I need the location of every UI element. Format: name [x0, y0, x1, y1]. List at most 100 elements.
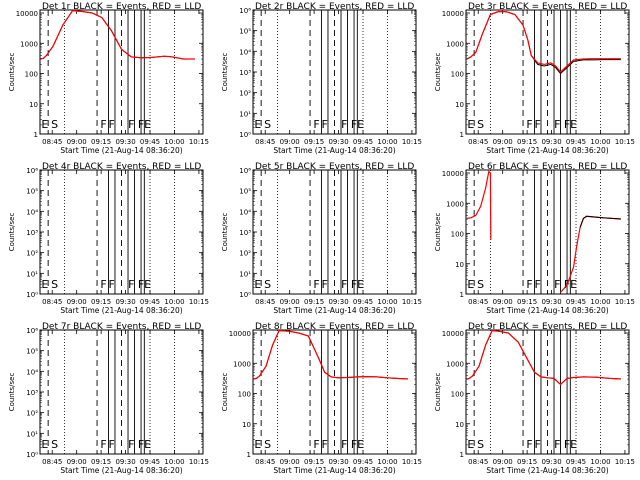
- y-tick-label: 10²: [26, 250, 38, 258]
- event-flag: E: [254, 278, 261, 291]
- y-tick-label: 10⁰: [26, 291, 38, 299]
- y-tick-label: 10⁰: [239, 131, 251, 139]
- y-tick-label: 10²: [239, 90, 251, 98]
- y-tick-label: 10: [455, 101, 464, 109]
- x-tick-label: 09:45: [566, 458, 586, 466]
- x-tick-label: 09:15: [304, 298, 324, 306]
- x-tick-label: 09:45: [353, 138, 373, 146]
- event-flag: E: [357, 438, 364, 451]
- x-tick-label: 09:00: [280, 458, 300, 466]
- event-flag: F: [554, 438, 560, 451]
- x-tick-label: 09:30: [541, 138, 561, 146]
- event-flag: E: [254, 118, 261, 131]
- y-tick-label: 10: [29, 101, 38, 109]
- y-tick-label: 10000: [442, 330, 464, 338]
- event-flag: F: [313, 438, 319, 451]
- event-flag: F: [341, 438, 347, 451]
- x-tick-label: 09:30: [328, 458, 348, 466]
- y-tick-label: 10⁵: [239, 188, 251, 196]
- event-flag: E: [41, 438, 48, 451]
- event-flag: F: [138, 118, 144, 131]
- series-line-lld: [253, 330, 408, 380]
- detector-panel-9: Det 9r BLACK = Events, RED = LLD 1 10 100 10…: [434, 322, 635, 475]
- x-tick-label: 09:30: [115, 458, 135, 466]
- y-axis-label: Counts/sec: [434, 213, 442, 252]
- x-tick-label: 09:15: [91, 298, 111, 306]
- event-flag: E: [144, 118, 151, 131]
- panel-title: Det 1r BLACK = Events, RED = LLD: [42, 2, 201, 12]
- event-flag: F: [535, 438, 541, 451]
- event-flag: F: [554, 118, 560, 131]
- x-tick-label: 10:00: [164, 298, 184, 306]
- x-tick-label: 08:45: [255, 298, 275, 306]
- detector-panel-4: Det 4r BLACK = Events, RED = LLD 10⁰ 10¹ 10…: [8, 162, 209, 315]
- series-line-events: [466, 330, 621, 386]
- event-flag: F: [341, 278, 347, 291]
- event-flag: S: [264, 118, 271, 131]
- x-tick-label: 10:00: [590, 458, 610, 466]
- x-tick-label: 09:45: [566, 298, 586, 306]
- x-tick-label: 08:45: [42, 138, 62, 146]
- y-tick-label: 1000: [446, 40, 464, 48]
- y-tick-label: 10³: [239, 69, 251, 77]
- x-tick-label: 10:00: [590, 298, 610, 306]
- x-tick-label: 10:15: [402, 458, 422, 466]
- x-tick-label: 10:00: [377, 298, 397, 306]
- series-line-events: [253, 330, 408, 380]
- x-axis-label: Start Time (21-Aug-14 08:36:20): [486, 146, 608, 155]
- x-tick-label: 10:15: [189, 458, 209, 466]
- x-tick-label: 10:15: [402, 298, 422, 306]
- x-tick-label: 10:00: [590, 138, 610, 146]
- y-tick-label: 10⁴: [239, 48, 251, 56]
- y-tick-label: 10⁴: [26, 368, 38, 376]
- event-flag: S: [477, 278, 484, 291]
- series-line-events: [40, 10, 195, 60]
- y-tick-label: 10⁵: [239, 28, 251, 36]
- x-tick-label: 08:45: [42, 458, 62, 466]
- event-flag: S: [264, 438, 271, 451]
- x-tick-label: 10:00: [377, 138, 397, 146]
- event-flag: F: [535, 118, 541, 131]
- y-tick-label: 10⁰: [26, 451, 38, 459]
- event-flag: S: [477, 118, 484, 131]
- y-tick-label: 10⁴: [239, 208, 251, 216]
- detector-panel-8: Det 8r BLACK = Events, RED = LLD 1 10 100 10…: [221, 322, 422, 475]
- event-flag: F: [313, 118, 319, 131]
- x-tick-label: 10:15: [615, 458, 635, 466]
- event-flag: E: [467, 278, 474, 291]
- panel-title: Det 2r BLACK = Events, RED = LLD: [255, 2, 414, 12]
- event-flag: F: [100, 118, 106, 131]
- y-tick-label: 10¹: [239, 110, 251, 118]
- y-axis-label: Counts/sec: [8, 213, 16, 252]
- detector-panel-3: Det 3r BLACK = Events, RED = LLD 1 10 100 10…: [434, 2, 635, 155]
- y-tick-label: 10000: [442, 170, 464, 178]
- y-tick-label: 1000: [20, 40, 38, 48]
- y-tick-label: 1000: [446, 360, 464, 368]
- event-flag: S: [264, 278, 271, 291]
- x-tick-label: 09:30: [328, 138, 348, 146]
- y-tick-label: 100: [451, 391, 464, 399]
- event-flag: F: [128, 278, 134, 291]
- y-tick-label: 10¹: [26, 270, 38, 278]
- y-axis-label: Counts/sec: [434, 53, 442, 92]
- panel-title: Det 9r BLACK = Events, RED = LLD: [468, 322, 627, 332]
- panel-title: Det 8r BLACK = Events, RED = LLD: [255, 322, 414, 332]
- x-tick-label: 09:15: [304, 458, 324, 466]
- event-flag: F: [351, 278, 357, 291]
- event-flag: F: [100, 278, 106, 291]
- x-tick-label: 09:00: [280, 138, 300, 146]
- x-tick-label: 10:00: [164, 138, 184, 146]
- y-tick-label: 10¹: [239, 270, 251, 278]
- x-tick-label: 08:45: [255, 138, 275, 146]
- x-tick-label: 10:15: [189, 138, 209, 146]
- detector-panel-5: Det 5r BLACK = Events, RED = LLD 10⁰ 10¹ 10…: [221, 162, 422, 315]
- y-tick-label: 10⁶: [239, 7, 251, 15]
- x-tick-label: 09:00: [493, 458, 513, 466]
- y-axis-label: Counts/sec: [221, 53, 229, 92]
- event-flag: F: [526, 278, 532, 291]
- event-flag: S: [51, 438, 58, 451]
- y-tick-label: 10⁵: [26, 348, 38, 356]
- event-flag: F: [554, 278, 560, 291]
- y-tick-label: 10⁶: [26, 327, 38, 335]
